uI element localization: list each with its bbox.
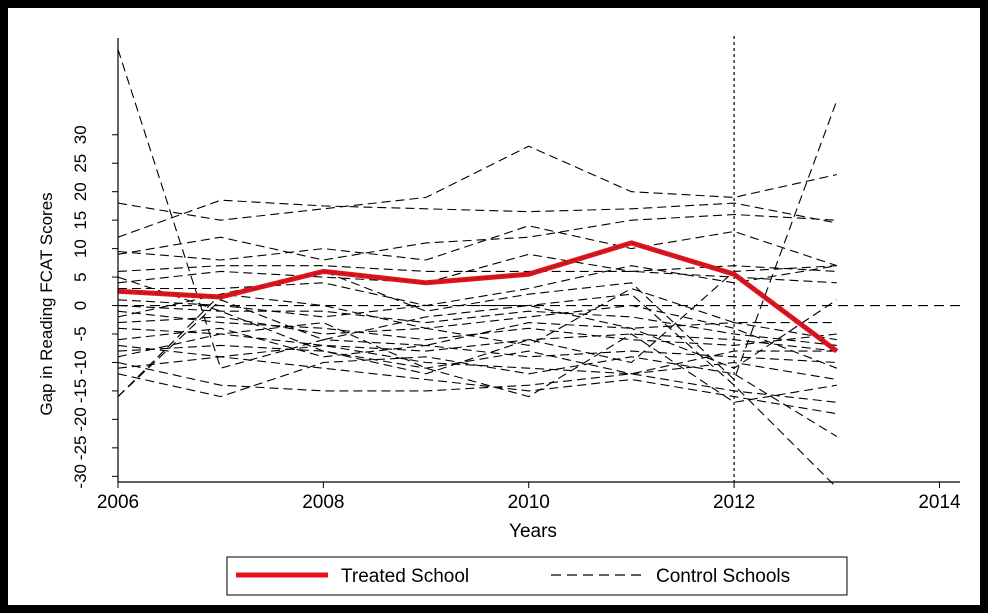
series-line-control-1 xyxy=(117,49,837,369)
y-tick-label: 20 xyxy=(71,182,90,201)
y-tick-label: 30 xyxy=(71,125,90,144)
series-line-control-24 xyxy=(117,293,837,369)
series-line-treated xyxy=(117,240,839,354)
series-line-control-13 xyxy=(117,287,837,346)
series-line-control-20 xyxy=(117,299,838,398)
y-tick-label: -5 xyxy=(71,326,90,341)
x-tick-label: 2006 xyxy=(97,492,139,513)
series-line-control-15 xyxy=(117,327,837,364)
series-line-control-22 xyxy=(117,265,837,375)
y-tick-label: 15 xyxy=(71,211,90,230)
series-line-treated-inner xyxy=(117,242,838,352)
series-line-control-11 xyxy=(117,304,837,346)
series-line-control-16 xyxy=(117,344,837,381)
series-line-control-6 xyxy=(117,225,837,267)
x-tick-label: 2008 xyxy=(302,492,344,513)
x-tick-label: 2010 xyxy=(508,492,550,513)
legend: Treated School Control Schools xyxy=(226,556,848,596)
series-line-control-19 xyxy=(117,356,838,437)
series-line-control-3 xyxy=(117,145,837,221)
x-tick-label: 2014 xyxy=(918,492,961,513)
x-axis-label: Years xyxy=(509,521,557,542)
legend-box xyxy=(226,556,848,596)
x-tick-label: 2012 xyxy=(713,492,755,513)
chart-frame: -30 -25 -20 -15 -10 -5 0 5 10 15 20 25 30 2006 2008 201… xyxy=(8,8,980,605)
series-line-control-4 xyxy=(117,199,837,238)
series-line-control-18 xyxy=(117,356,837,415)
legend-label-control: Control Schools xyxy=(656,566,790,587)
series-line-control-10 xyxy=(117,293,838,489)
series-line-control-9 xyxy=(118,265,837,307)
series-line-control-5 xyxy=(117,213,837,261)
y-tick-label: 10 xyxy=(71,239,90,258)
series-line-control-12 xyxy=(117,310,837,346)
y-tick-label: 5 xyxy=(71,272,90,281)
y-tick-label: -10 xyxy=(71,350,90,375)
y-tick-label: -25 xyxy=(71,436,90,461)
legend-label-treated: Treated School xyxy=(341,566,469,587)
series-line-control-7 xyxy=(117,265,837,284)
series-line-control-23 xyxy=(117,344,837,375)
series-line-control-21 xyxy=(117,322,837,403)
y-tick-label: -30 xyxy=(71,464,90,489)
series-line-control-17 xyxy=(117,361,837,403)
y-tick-label: -15 xyxy=(71,379,90,404)
y-axis-label: Gap in Reading FCAT Scores xyxy=(37,192,56,415)
line-chart: -30 -25 -20 -15 -10 -5 0 5 10 15 20 25 30 2006 2008 201… xyxy=(37,36,961,596)
y-tick-label: -20 xyxy=(71,407,90,432)
series-line-control-14 xyxy=(117,327,837,352)
y-tick-label: 0 xyxy=(71,301,90,310)
y-tick-label: 25 xyxy=(71,154,90,173)
